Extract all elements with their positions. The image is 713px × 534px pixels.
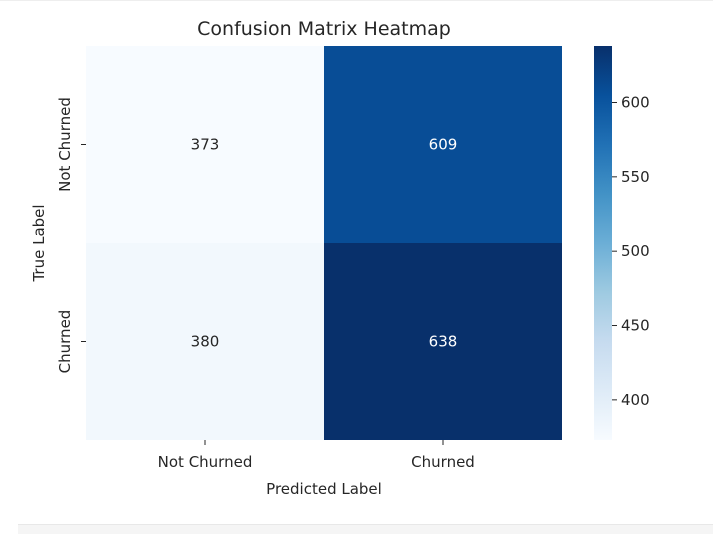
colorbar-tick-label: 600	[621, 93, 650, 111]
y-tick-label: Churned	[56, 310, 74, 374]
top-divider	[0, 0, 713, 1]
bottom-cell-strip	[18, 524, 713, 534]
colorbar-tick-label: 550	[621, 168, 650, 186]
colorbar-ticks: 400 450 500 550 600	[612, 93, 650, 409]
colorbar	[594, 46, 612, 440]
chart-title: Confusion Matrix Heatmap	[197, 18, 451, 40]
cell-value-label: 609	[429, 136, 458, 154]
colorbar-tick-label: 450	[621, 317, 650, 335]
cell-value-label: 373	[191, 136, 220, 154]
heatmap-cell	[324, 243, 562, 440]
y-axis-ticks: Not Churned Churned	[56, 97, 86, 373]
colorbar-tick-label: 500	[621, 242, 650, 260]
x-tick-label: Churned	[411, 453, 475, 471]
heatmap-cell	[324, 46, 562, 243]
colorbar-tick-label: 400	[621, 391, 650, 409]
cell-value-label: 638	[429, 333, 458, 351]
x-tick-label: Not Churned	[158, 453, 253, 471]
x-axis-label: Predicted Label	[266, 480, 382, 498]
cell-value-label: 380	[191, 333, 220, 351]
heatmap-cell-labels: 373 609 380 638	[191, 136, 458, 351]
y-tick-label: Not Churned	[56, 97, 74, 192]
y-axis-label: True Label	[30, 204, 48, 282]
heatmap-cell	[86, 46, 324, 243]
x-axis-ticks: Not Churned Churned	[158, 440, 475, 471]
heatmap-cells	[86, 46, 562, 440]
heatmap-cell	[86, 243, 324, 440]
